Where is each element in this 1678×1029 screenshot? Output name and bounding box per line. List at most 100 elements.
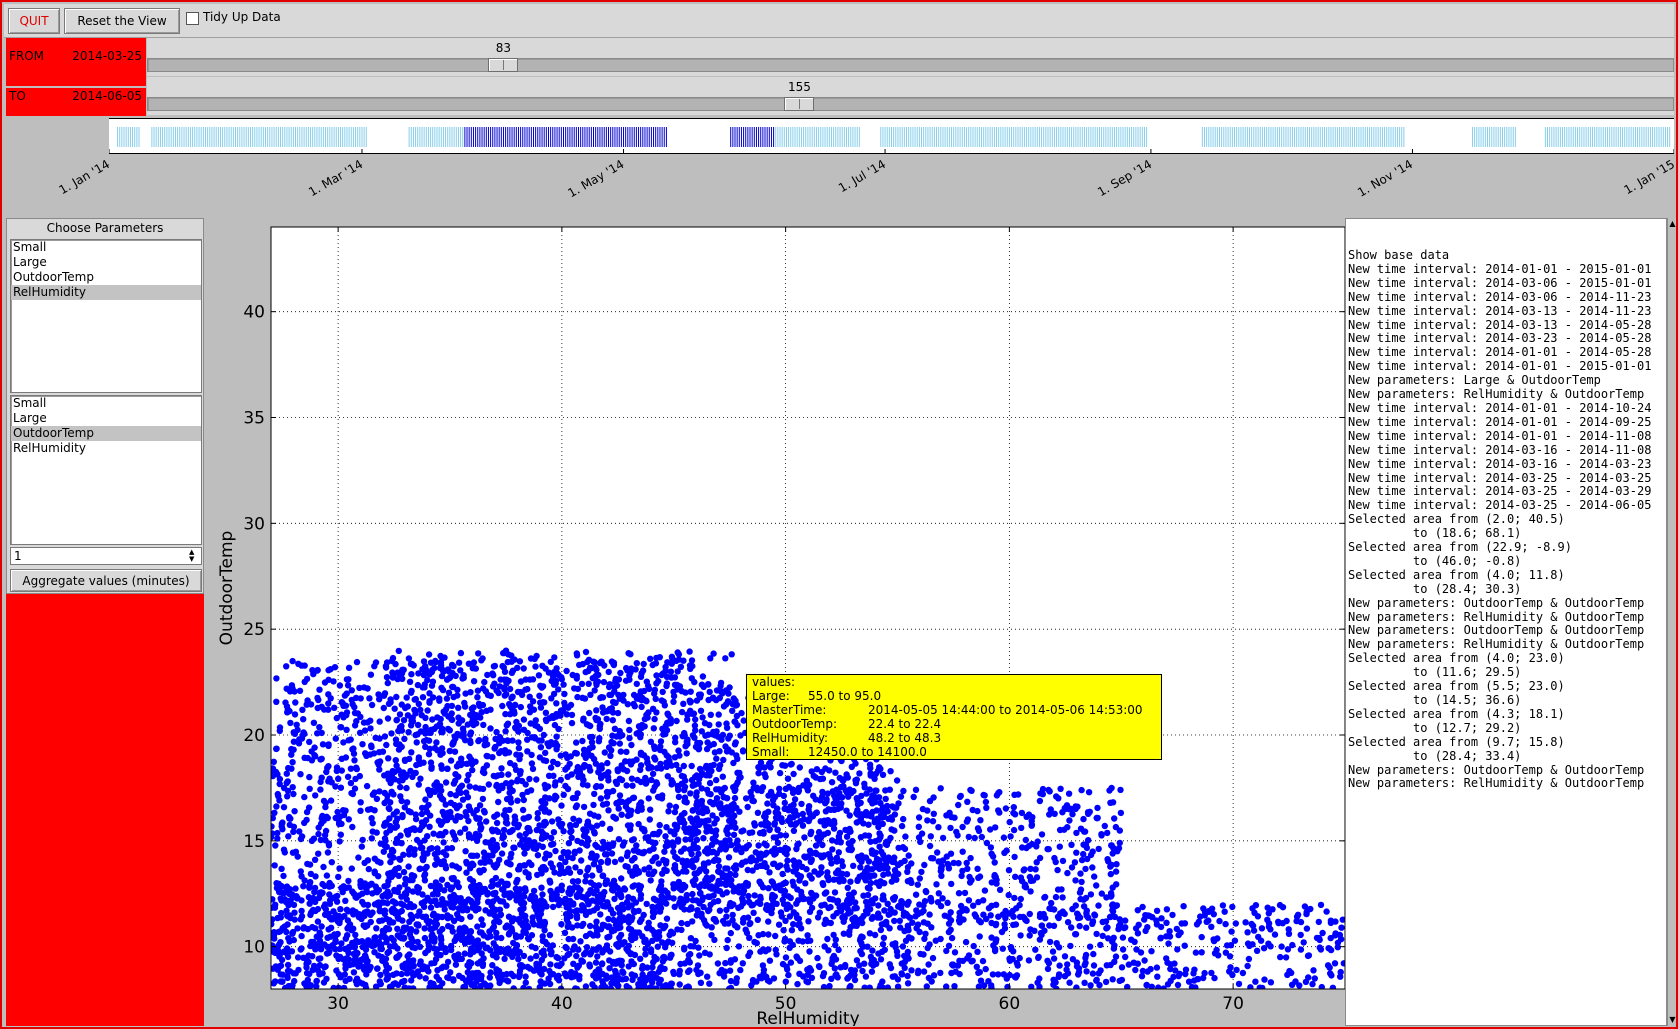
scatter-point xyxy=(367,725,374,732)
scatter-point xyxy=(825,904,832,912)
scatter-point xyxy=(746,934,753,941)
from-slider-trough[interactable] xyxy=(147,58,1674,72)
scatter-point xyxy=(1059,894,1066,901)
scatter-point xyxy=(742,795,750,802)
scatter-point xyxy=(988,850,995,857)
y-param-option-outdoortemp[interactable]: OutdoorTemp xyxy=(11,426,201,441)
y-param-option-relhumidity[interactable]: RelHumidity xyxy=(13,441,86,455)
reset-view-button[interactable]: Reset the View xyxy=(64,8,180,34)
timeline-strip[interactable] xyxy=(109,118,1674,154)
scatter-point xyxy=(299,706,306,713)
scatter-point xyxy=(835,946,842,954)
scatter-point xyxy=(626,726,633,734)
scatter-point xyxy=(1073,849,1080,856)
to-slider-trough[interactable] xyxy=(147,97,1674,111)
scatter-point xyxy=(568,771,575,778)
scatter-point xyxy=(396,711,404,718)
scatter-point xyxy=(323,872,331,879)
scatter-point xyxy=(614,767,622,775)
scatter-point xyxy=(461,825,469,832)
x-param-option-small[interactable]: Small xyxy=(13,240,47,254)
scatter-point xyxy=(403,694,410,701)
scatter-point xyxy=(1155,984,1162,989)
scatter-point xyxy=(459,796,467,803)
scatter-point xyxy=(722,837,729,844)
scatter-point xyxy=(679,733,686,740)
scatter-point xyxy=(676,967,683,974)
spin-down-icon[interactable]: ▼ xyxy=(189,555,195,563)
scatter-point xyxy=(701,805,708,812)
scatter-point xyxy=(422,796,429,803)
x-param-option-outdoortemp[interactable]: OutdoorTemp xyxy=(13,270,94,284)
scatter-point xyxy=(489,837,496,844)
spin-arrows[interactable]: ▲ ▼ xyxy=(189,549,200,563)
scatter-point xyxy=(965,833,972,841)
scatter-point xyxy=(1028,821,1036,828)
scatter-point xyxy=(885,815,892,822)
scatter-point xyxy=(558,820,566,828)
scatter-point xyxy=(428,726,435,733)
x-param-option-relhumidity[interactable]: RelHumidity xyxy=(11,285,201,300)
from-slider-handle[interactable] xyxy=(488,58,519,72)
scatter-point xyxy=(368,742,375,749)
scatter-point xyxy=(919,805,927,813)
to-slider-handle[interactable] xyxy=(784,97,815,111)
scatter-point xyxy=(716,762,724,769)
scatter-point xyxy=(385,948,393,955)
scatter-point xyxy=(400,717,408,724)
y-param-option-small[interactable]: Small xyxy=(13,396,47,410)
scatter-point xyxy=(1117,809,1125,817)
scatter-point xyxy=(569,671,576,679)
scatter-point xyxy=(498,765,505,772)
scatter-point xyxy=(529,698,537,705)
scatter-point xyxy=(882,795,889,803)
scatter-point xyxy=(1034,838,1041,845)
tidy-up-data-checkbox[interactable] xyxy=(186,12,199,25)
scatter-point xyxy=(457,789,464,796)
scatter-point xyxy=(1026,873,1034,881)
scatter-point xyxy=(916,875,923,882)
quit-button[interactable]: QUIT xyxy=(8,8,60,34)
scatter-point xyxy=(959,823,966,831)
scatter-point xyxy=(515,744,523,752)
scatter-point xyxy=(684,861,691,868)
scatter-point xyxy=(447,886,454,893)
scatter-point xyxy=(865,832,873,839)
scatter-point xyxy=(542,709,550,716)
y-param-option-large[interactable]: Large xyxy=(13,411,47,425)
scatter-point xyxy=(824,935,831,943)
scatter-point xyxy=(662,730,669,738)
aggregate-values-button[interactable]: Aggregate values (minutes) xyxy=(10,569,202,592)
scatter-point xyxy=(662,833,669,840)
scatter-point xyxy=(733,975,740,982)
scatter-point xyxy=(705,769,712,776)
scatter-point xyxy=(803,866,810,873)
scatter-point xyxy=(926,842,934,850)
scatter-point xyxy=(363,782,371,790)
scatter-point xyxy=(437,662,445,669)
scatter-point xyxy=(1091,873,1098,880)
y-parameter-list[interactable]: Small Large OutdoorTemp RelHumidity xyxy=(10,395,202,545)
scatter-point xyxy=(1067,942,1074,950)
scatter-point xyxy=(964,798,971,805)
scatter-point xyxy=(421,871,429,878)
scatter-point xyxy=(533,652,540,660)
scatter-chart[interactable]: 30 40 50 60 70 10 15 20 25 30 35 40 RelHumidity Outdo… xyxy=(207,218,1345,1026)
scatter-point xyxy=(715,711,722,718)
scatter-point xyxy=(480,849,488,856)
scatter-point xyxy=(593,782,600,790)
scatter-point xyxy=(700,903,707,911)
scatter-point xyxy=(336,682,344,689)
x-parameter-list[interactable]: Small Large OutdoorTemp RelHumidity xyxy=(10,239,202,393)
spin-up-icon[interactable]: ▲ xyxy=(189,548,195,556)
scatter-point xyxy=(918,868,925,876)
scatter-point xyxy=(333,764,341,771)
scatter-point xyxy=(1081,828,1089,835)
aggregate-spinbox[interactable]: 1 ▲ ▼ xyxy=(10,547,202,565)
scatter-point xyxy=(321,882,328,890)
scatter-point xyxy=(573,652,581,659)
x-param-option-large[interactable]: Large xyxy=(13,255,47,269)
scatter-point xyxy=(983,804,990,811)
scatter-point xyxy=(857,834,865,841)
scatter-point xyxy=(280,784,288,792)
